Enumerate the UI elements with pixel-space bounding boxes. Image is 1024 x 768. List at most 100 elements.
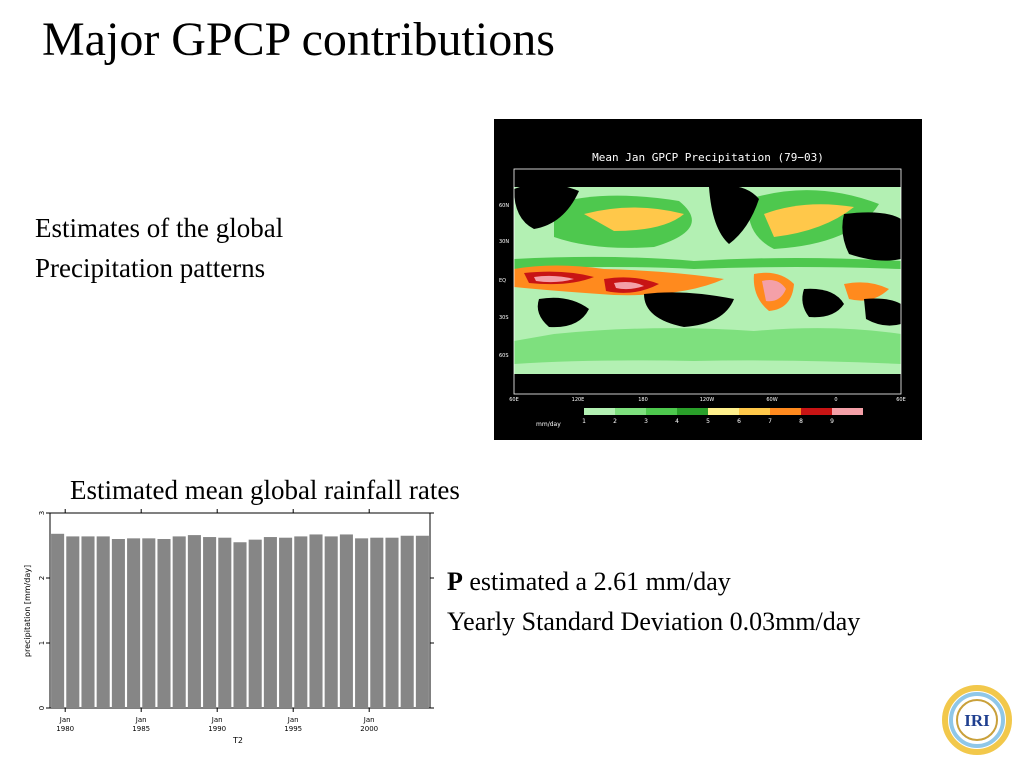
colorbar-segment	[646, 408, 677, 415]
lat-label: EQ	[499, 278, 506, 284]
colorbar-tick-label: 1	[582, 418, 586, 425]
lat-label: 60S	[499, 353, 509, 359]
lon-label: 120E	[572, 397, 585, 403]
bar	[203, 537, 217, 708]
iri-logo-svg: IRI	[942, 685, 1012, 755]
map-title: Mean Jan GPCP Precipitation (79−03)	[592, 151, 824, 164]
north-america-dry	[709, 185, 759, 244]
colorbar-segment	[584, 408, 615, 415]
bar	[370, 537, 384, 708]
x-tick-month-label: Jan	[135, 716, 147, 724]
colorbar-segment	[739, 408, 770, 415]
bar	[263, 537, 277, 708]
lon-label: 180	[638, 397, 648, 403]
colorbar-segment	[708, 408, 739, 415]
colorbar	[584, 408, 863, 415]
north-africa-dry	[842, 212, 901, 261]
south-pacific-dry	[644, 292, 734, 327]
colorbar-tick-label: 4	[675, 418, 679, 425]
africa-rain	[844, 282, 889, 301]
north-pacific-max	[584, 207, 684, 231]
x-tick-month-label: Jan	[287, 716, 299, 724]
y-axis-label: precipitation [mm/day]	[23, 565, 32, 657]
bar	[157, 539, 171, 708]
text-line: Estimated mean global rainfall rates	[70, 475, 460, 505]
arctic-dry-region	[514, 169, 901, 187]
bar	[142, 538, 156, 708]
x-tick-year-label: 1985	[132, 725, 150, 733]
colorbar-segment	[615, 408, 646, 415]
text-line: Yearly Standard Deviation 0.03mm/day	[447, 607, 861, 636]
itcz-peak	[534, 275, 574, 283]
bar	[127, 538, 141, 708]
colorbar-tick-label: 9	[830, 418, 834, 425]
text-line: Estimates of the global	[35, 213, 284, 243]
precipitation-patterns-text: Estimates of the global Precipitation pa…	[35, 208, 283, 288]
logo-ring-mid	[949, 692, 1005, 748]
y-tick-label: 3	[38, 511, 46, 515]
bar	[355, 538, 369, 708]
longitude-labels: 60E 120E 180 120W 60W 0 60E	[509, 397, 906, 403]
logo-ring-outer	[942, 685, 1012, 755]
iri-logo: IRI	[942, 685, 1012, 755]
text-line: Precipitation patterns	[35, 253, 266, 283]
map-field	[514, 169, 901, 394]
bar	[187, 535, 201, 708]
x-tick-month-label: Jan	[211, 716, 223, 724]
text-line: P estimated a 2.61 mm/day	[447, 562, 860, 602]
colorbar-ticks: 1 2 3 4 5 6 7 8 9	[582, 418, 834, 425]
bar	[218, 537, 232, 708]
itcz-outer-band	[514, 256, 901, 269]
lat-label: 30N	[499, 239, 509, 245]
bars	[51, 533, 429, 708]
statistics-text: P estimated a 2.61 mm/day Yearly Standar…	[447, 562, 860, 642]
x-tick-year-label: 1980	[56, 725, 74, 733]
lat-label: 30S	[499, 315, 509, 321]
x-tick-year-label: 1990	[208, 725, 226, 733]
colorbar-tick-label: 7	[768, 418, 772, 425]
colorbar-tick-label: 6	[737, 418, 741, 425]
p-symbol: P	[447, 567, 463, 596]
bar	[51, 533, 65, 708]
y-axis-ticks: 0 1 2 3	[38, 511, 434, 710]
logo-text: IRI	[964, 711, 990, 730]
antarctic-dry-region	[514, 374, 901, 394]
bar	[96, 536, 110, 708]
lon-label: 120W	[700, 397, 715, 403]
lat-label: 60N	[499, 203, 509, 209]
southern-storm-track	[514, 328, 901, 364]
y-tick-label: 0	[38, 706, 46, 710]
stat-estimate: estimated a 2.61 mm/day	[462, 567, 731, 596]
colorbar-tick-label: 2	[613, 418, 617, 425]
rainfall-rates-heading: Estimated mean global rainfall rates	[70, 470, 460, 510]
amazon-peak	[762, 280, 786, 302]
bar	[385, 537, 399, 708]
colorbar-unit-label: mm/day	[536, 421, 561, 428]
colorbar-tick-label: 3	[644, 418, 648, 425]
colorbar-segment	[770, 408, 801, 415]
bar	[66, 536, 80, 708]
lon-label: 0	[834, 397, 837, 403]
bar	[415, 535, 429, 708]
asia-dry	[514, 183, 579, 229]
latitude-labels: 60N 30N EQ 30S 60S	[499, 203, 509, 359]
lon-label: 60W	[766, 397, 777, 403]
map-frame	[513, 168, 902, 395]
bar	[111, 539, 125, 708]
bar	[81, 536, 95, 708]
x-tick-month-label: Jan	[59, 716, 71, 724]
x-axis-label: T2	[232, 736, 243, 745]
colorbar-tick-label: 5	[706, 418, 710, 425]
bar	[172, 536, 186, 708]
bar	[339, 534, 353, 708]
north-atlantic-max	[764, 204, 854, 237]
bar	[400, 535, 414, 708]
y-tick-label: 2	[38, 576, 46, 580]
lon-label: 60E	[896, 397, 906, 403]
south-atlantic-dry	[802, 288, 844, 318]
y-tick-label: 1	[38, 641, 46, 645]
australia-dry	[537, 297, 589, 328]
x-tick-year-label: 2000	[360, 725, 378, 733]
